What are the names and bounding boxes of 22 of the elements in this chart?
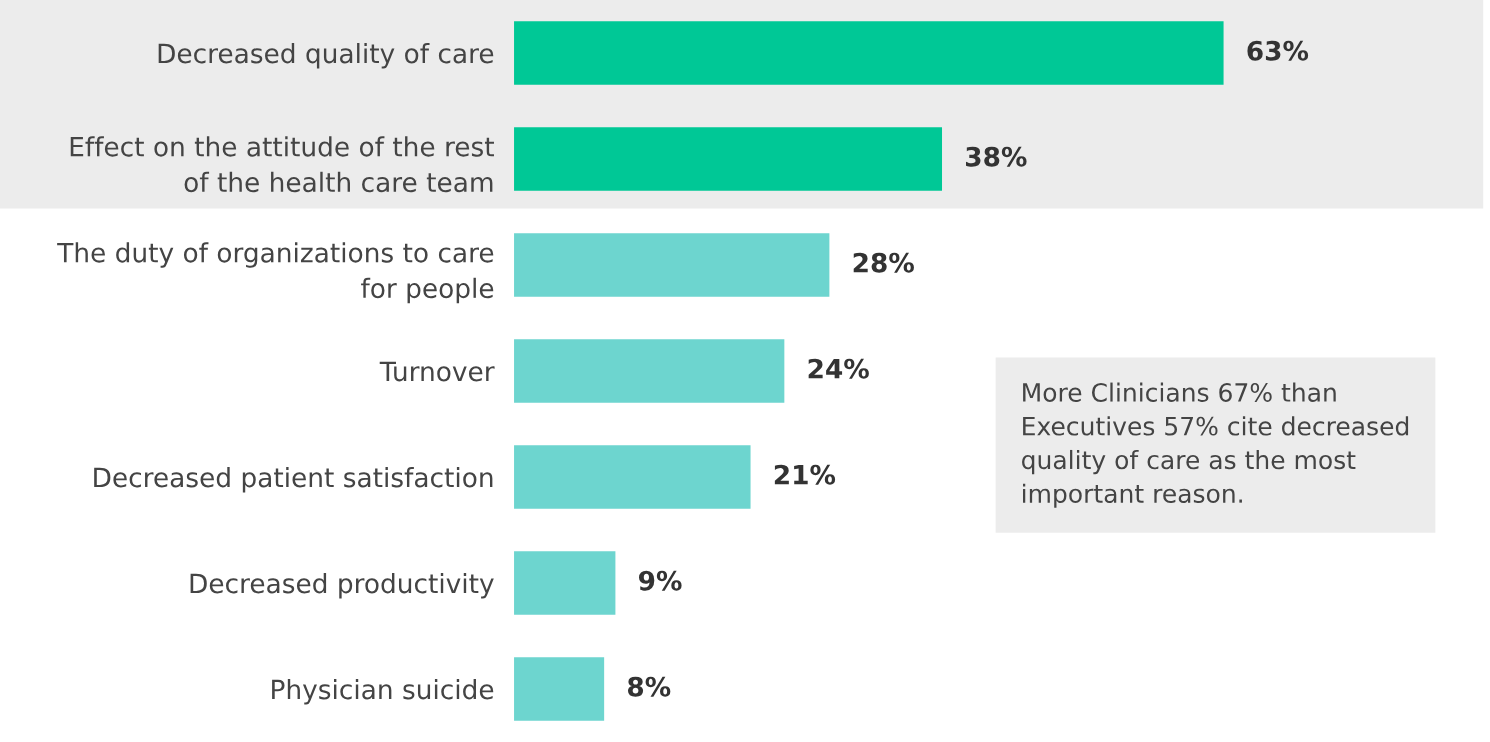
data-label: 63% (1247, 40, 1309, 61)
data-label: 28% (853, 252, 914, 273)
bar (514, 127, 943, 191)
y-tick-label: Decreased quality of care (158, 42, 494, 69)
y-tick-label: Effect on the attitude of the rest of the health care team (70, 136, 494, 193)
bar (514, 445, 751, 509)
bar (514, 551, 616, 615)
data-label: 21% (774, 464, 836, 485)
y-tick-label: The duty of organizations to care for people (57, 242, 494, 304)
data-label: 8% (627, 676, 671, 697)
bar (514, 339, 785, 403)
y-tick-label: Decreased productivity (190, 572, 494, 599)
data-label: 38% (966, 146, 1027, 167)
y-tick-label: Decreased patient satisfaction (94, 466, 493, 493)
y-tick-label: Turnover (379, 361, 495, 382)
y-tick-label: Physician suicide (272, 678, 494, 705)
annotation: More Clinicians 67% than Executives 57% cite decreased quality of care as the most important reason. (1022, 382, 1409, 508)
bar (514, 657, 605, 721)
data-label: 9% (639, 570, 682, 591)
bar (514, 21, 1224, 85)
data-label: 24% (808, 358, 869, 379)
bar (514, 233, 830, 297)
